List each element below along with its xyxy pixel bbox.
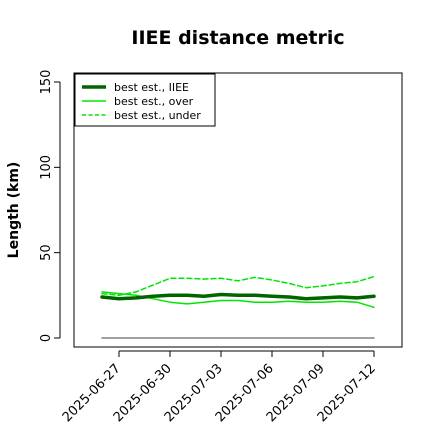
legend-label: best est., IIEE [114, 81, 189, 94]
series-lines [100, 275, 376, 339]
legend-box [74, 73, 216, 127]
series-line-0 [100, 292, 376, 301]
x-axis: 2025-06-272025-06-302025-07-032025-07-06… [60, 350, 379, 425]
y-tick-label: 50 [39, 244, 54, 261]
chart-title: IIEE distance metric [131, 27, 344, 49]
y-tick-label: 150 [39, 70, 54, 95]
plot-frame [73, 72, 403, 348]
y-tick-label: 100 [39, 155, 54, 180]
y-axis-label: Length (km) [6, 162, 22, 259]
y-axis: 0 50 100 150 [39, 70, 61, 342]
y-tick-label: 0 [39, 334, 54, 342]
legend-label: best est., over [114, 95, 194, 108]
series-line-2 [101, 275, 375, 297]
legend-label: best est., under [114, 109, 201, 122]
